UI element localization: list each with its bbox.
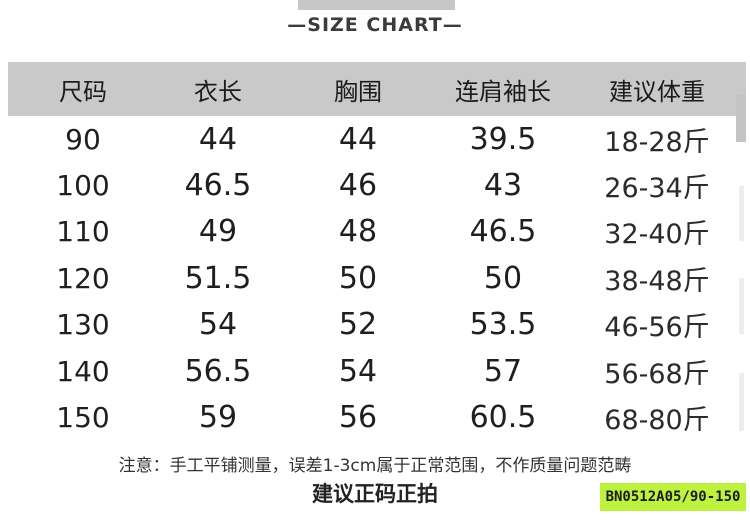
table-cell: 46.5 — [184, 168, 252, 204]
scrollbar-track-mark — [739, 373, 744, 431]
table-cell: 38-48斤 — [604, 265, 710, 297]
table-cell: 56 — [338, 400, 378, 436]
table-cell: 59 — [198, 400, 238, 436]
table-header-size: 尺码 — [59, 77, 107, 106]
scrollbar-track-mark — [739, 278, 744, 334]
table-cell: 110 — [56, 215, 110, 249]
top-decorative-bar — [298, 0, 455, 10]
table-cell: 43 — [483, 168, 523, 204]
table-cell: 56-68斤 — [604, 358, 710, 390]
table-cell: 46-56斤 — [604, 312, 710, 344]
table-row: 110 49 48 46.5 32-40斤 — [8, 209, 746, 255]
table-cell: 60.5 — [469, 400, 537, 436]
table-row: 130 54 52 53.5 46-56斤 — [8, 302, 746, 348]
page-title: —SIZE CHART— — [287, 14, 463, 36]
table-cell: 120 — [56, 261, 110, 295]
table-row: 120 51.5 50 50 38-48斤 — [8, 255, 746, 301]
table-cell: 48 — [338, 214, 378, 250]
table-cell: 46 — [338, 168, 378, 204]
table-cell: 54 — [198, 307, 238, 343]
table-cell: 130 — [56, 308, 110, 342]
table-cell: 39.5 — [469, 121, 537, 157]
scrollbar-track-mark — [739, 186, 744, 241]
table-cell: 53.5 — [469, 307, 537, 343]
table-cell: 50 — [483, 260, 523, 296]
table-cell: 51.5 — [184, 260, 252, 296]
table-cell: 50 — [338, 260, 378, 296]
table-header-sleeve: 连肩袖长 — [455, 77, 551, 106]
table-cell: 68-80斤 — [604, 405, 710, 437]
table-cell: 140 — [56, 354, 110, 388]
scrollbar-thumb[interactable] — [736, 95, 746, 142]
table-header-chest: 胸围 — [334, 77, 382, 106]
table-cell: 26-34斤 — [604, 173, 710, 205]
table-row: 90 44 44 39.5 18-28斤 — [8, 116, 746, 162]
table-row: 140 56.5 54 57 56-68斤 — [8, 348, 746, 394]
table-cell: 44 — [338, 121, 378, 157]
sku-badge: BN0512A05/90-150 — [600, 483, 746, 511]
table-row: 150 59 56 60.5 68-80斤 — [8, 394, 746, 440]
measurement-note: 注意：手工平铺测量，误差1-3cm属于正常范围，不作质量问题范畴 — [118, 456, 632, 476]
table-cell: 32-40斤 — [604, 219, 710, 251]
table-cell: 150 — [56, 401, 110, 435]
table-cell: 57 — [483, 353, 523, 389]
table-cell: 46.5 — [469, 214, 537, 250]
size-table: 尺码 衣长 胸围 连肩袖长 建议体重 90 44 44 39.5 18-28斤 … — [8, 62, 746, 441]
table-cell: 56.5 — [184, 353, 252, 389]
table-header-weight: 建议体重 — [609, 77, 705, 106]
table-cell: 49 — [198, 214, 238, 250]
table-row: 100 46.5 46 43 26-34斤 — [8, 162, 746, 208]
table-header-length: 衣长 — [194, 77, 242, 106]
table-cell: 90 — [65, 122, 101, 156]
size-advice: 建议正码正拍 — [312, 482, 438, 506]
table-cell: 100 — [56, 169, 110, 203]
table-cell: 18-28斤 — [604, 126, 710, 158]
table-cell: 52 — [338, 307, 378, 343]
table-cell: 54 — [338, 353, 378, 389]
table-header-row: 尺码 衣长 胸围 连肩袖长 建议体重 — [8, 62, 746, 116]
table-cell: 44 — [198, 121, 238, 157]
